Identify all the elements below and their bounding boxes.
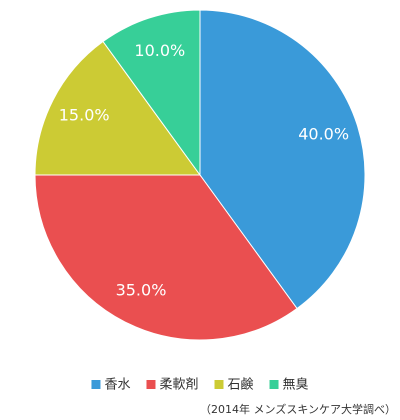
legend-label: 柔軟剤 — [159, 377, 198, 393]
legend: 香水 柔軟剤 石鹸 無臭 — [91, 377, 309, 393]
slice-label: 40.0% — [298, 124, 349, 143]
slice-label: 10.0% — [134, 41, 185, 60]
legend-label: 無臭 — [283, 378, 309, 393]
legend-swatch — [146, 380, 156, 389]
source-note: （2014年 メンズスキンケア大学調べ） — [200, 402, 396, 416]
pie-slice — [102, 9, 201, 177]
slice-label: 15.0% — [59, 105, 110, 124]
pie-slice — [34, 174, 298, 341]
slice-label: 35.0% — [116, 280, 167, 299]
legend-label: 石鹸 — [228, 378, 254, 393]
pie-slice — [34, 40, 201, 176]
pie-slice — [199, 9, 366, 310]
legend-swatch — [269, 380, 279, 389]
legend-swatch — [91, 380, 101, 389]
legend-label: 香水 — [104, 378, 130, 393]
legend-swatch — [214, 380, 224, 389]
